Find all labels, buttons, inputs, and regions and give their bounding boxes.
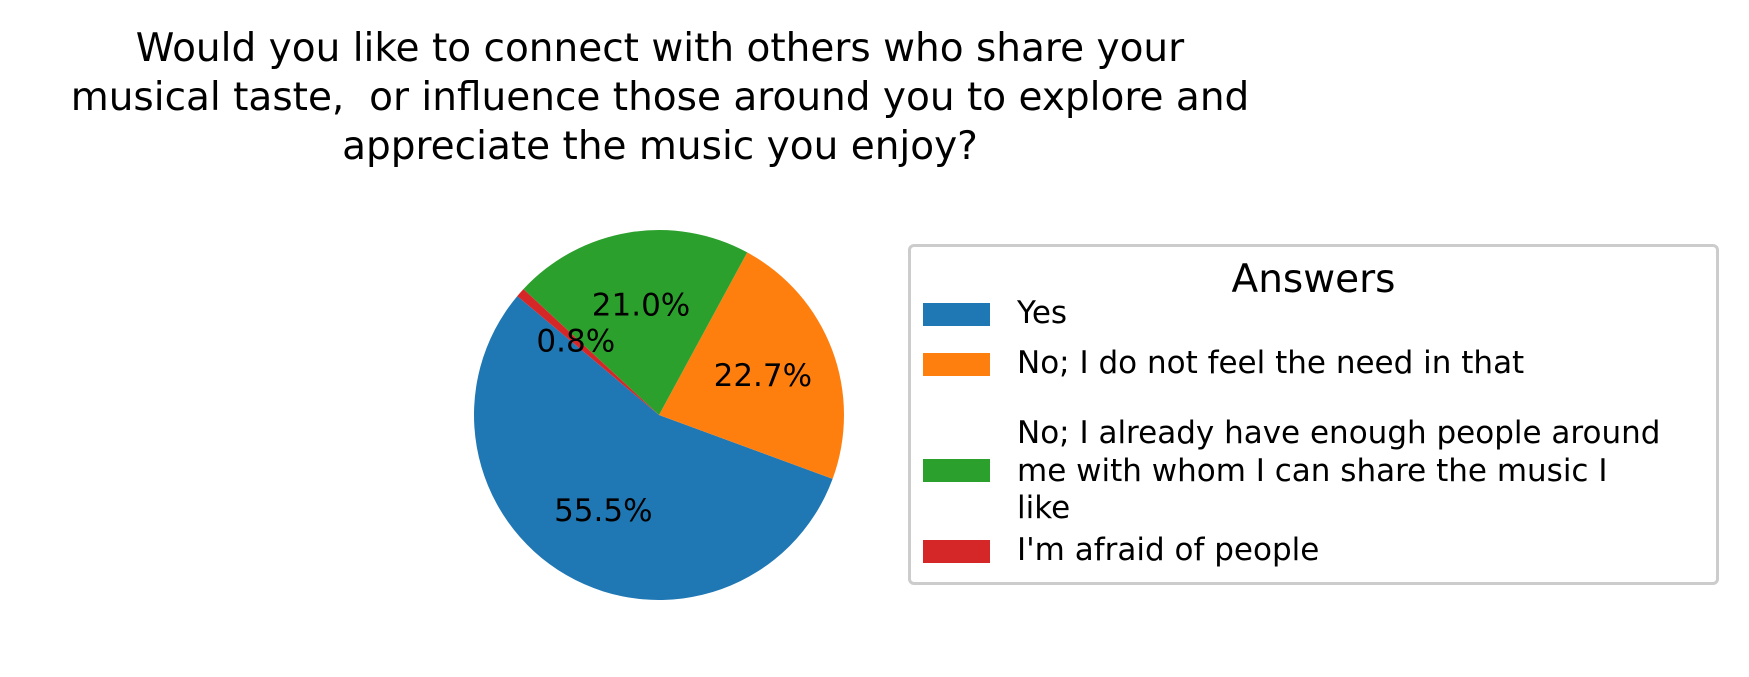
legend-swatch-enough-people	[923, 459, 990, 482]
pie-slice-i-m-afraid-of-people	[517, 289, 659, 415]
legend-label-enough-people-line-2: me with whom I can share the music I	[1017, 452, 1608, 489]
legend-label-yes-line: Yes	[1017, 295, 1068, 331]
legend-swatch-afraid	[923, 540, 990, 563]
pie-pct-labels: 55.5% 22.7% 21.0%0.8%	[536, 287, 812, 529]
pie-pct-label-no-i-do-not-feel-the-nee: 22.7%	[714, 358, 812, 394]
pie-slices	[474, 230, 844, 600]
legend-label-afraid: I'm afraid of people	[1017, 532, 1717, 570]
legend-swatch-yes	[923, 303, 990, 326]
legend-swatch-no-need	[923, 353, 990, 376]
legend-label-enough-people: No; I already have enough people around …	[1017, 415, 1717, 528]
legend-label-no-need: No; I do not feel the need in that	[1017, 345, 1717, 383]
chart-title-line-3: appreciate the music you enjoy?	[342, 124, 978, 169]
legend: Answers Yes No; I do not feel the need i…	[908, 244, 1719, 585]
pie-slice-yes	[474, 296, 833, 600]
pie-slice-no-i-do-not-feel-the-nee	[659, 252, 844, 479]
pie-pct-label-yes: 55.5%	[554, 493, 652, 529]
legend-label-enough-people-line-1: No; I already have enough people around	[1017, 415, 1661, 451]
pie-pct-label-no-i-already-have-enough: 21.0%	[592, 287, 690, 323]
legend-label-yes: Yes	[1017, 295, 1717, 333]
chart-title: Would you like to connect with others wh…	[0, 24, 1320, 171]
legend-label-afraid-line: I'm afraid of people	[1017, 532, 1320, 568]
pie-slice-no-i-already-have-enough	[523, 230, 748, 415]
legend-label-no-need-line: No; I do not feel the need in that	[1017, 345, 1525, 381]
pie-pct-label-i-m-afraid-of-people: 0.8%	[536, 324, 615, 360]
legend-label-enough-people-line-3: like	[1017, 490, 1071, 526]
chart-title-line-2: musical taste, or influence those around…	[70, 75, 1250, 120]
legend-title: Answers	[1231, 257, 1396, 302]
chart-title-line-1: Would you like to connect with others wh…	[135, 26, 1185, 71]
